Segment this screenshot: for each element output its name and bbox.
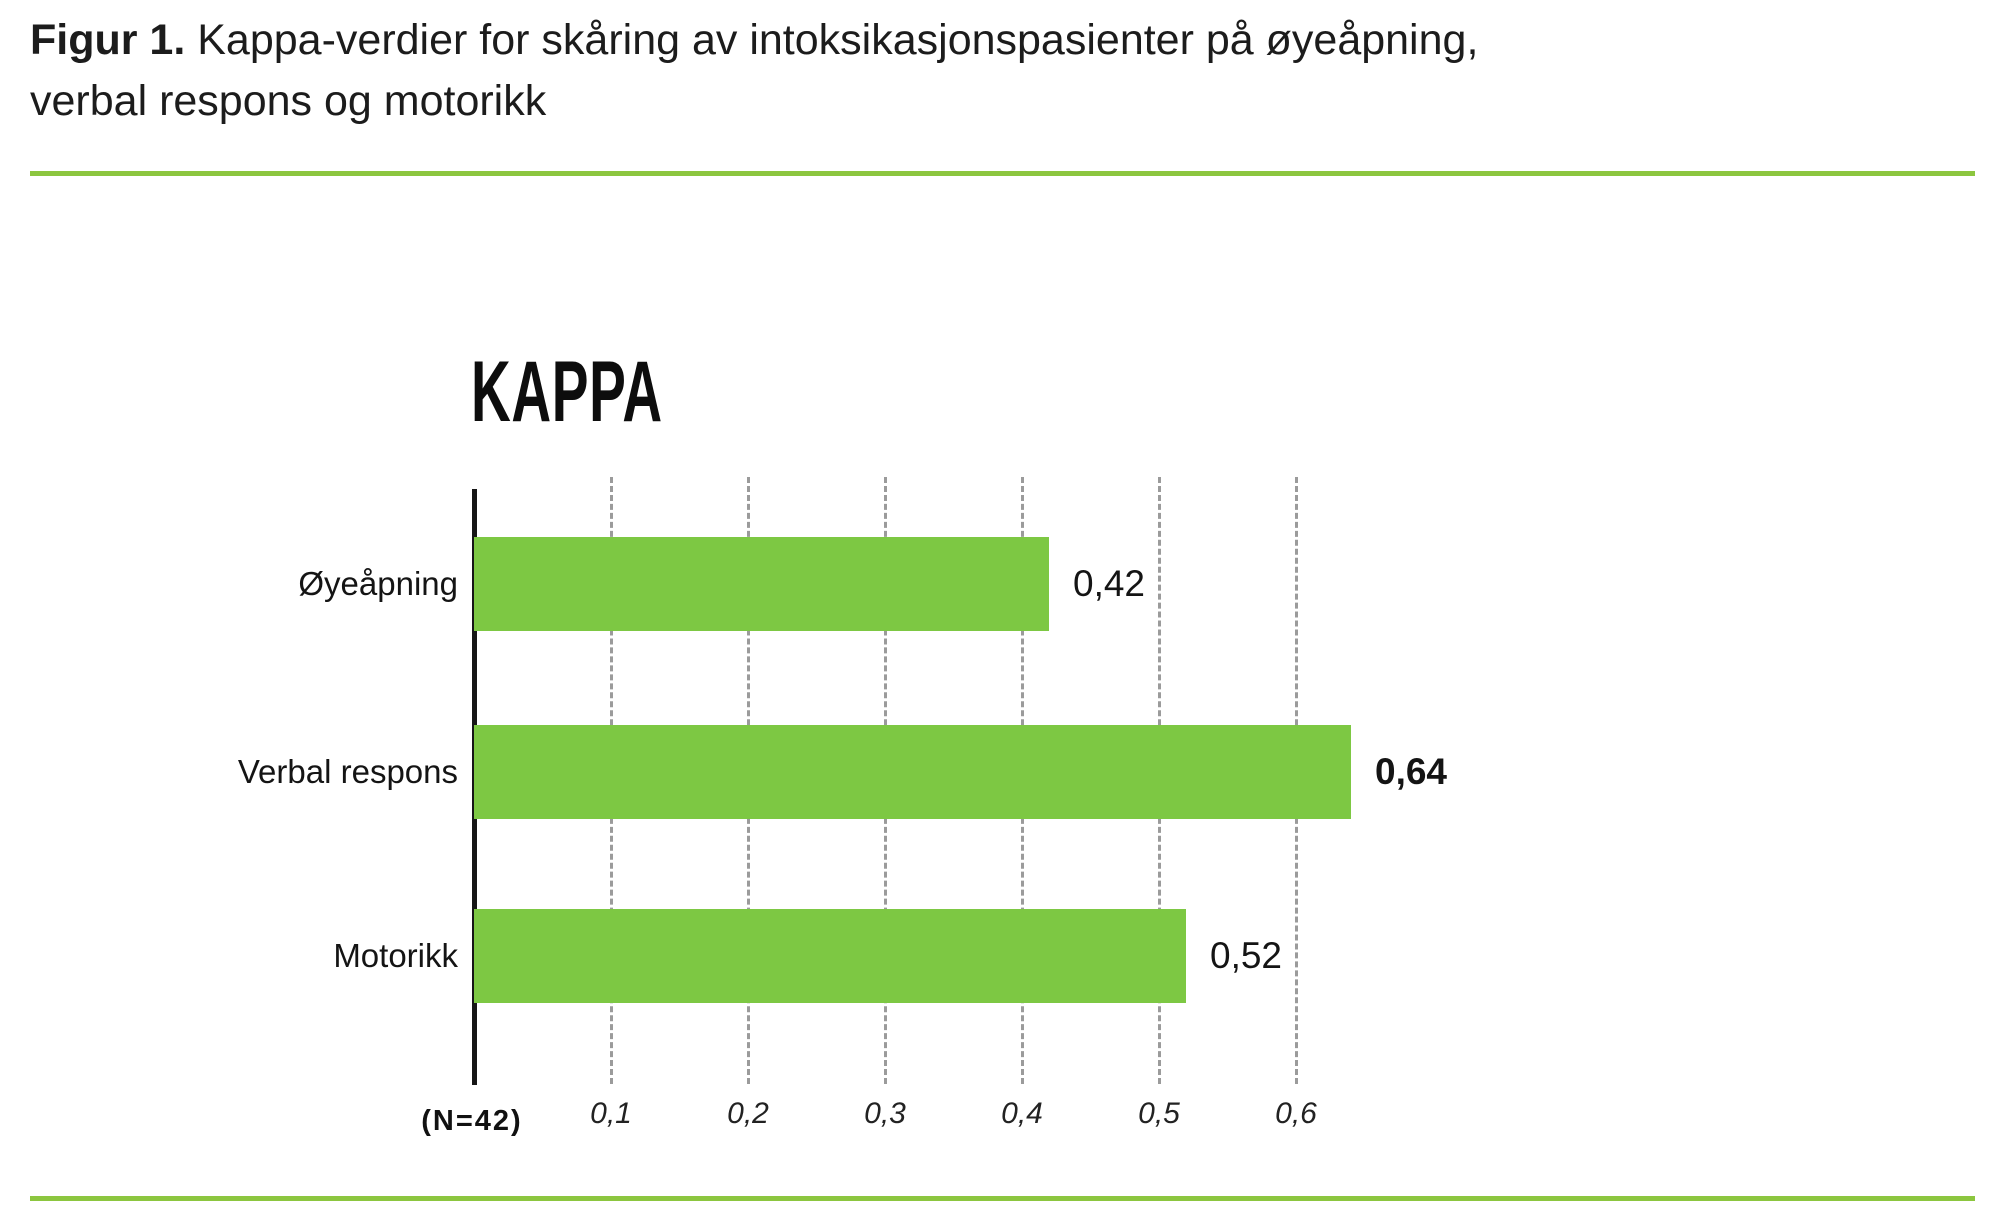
figure-label: Figur 1. — [30, 16, 186, 64]
category-label-oyeapning: Øyeåpning — [298, 565, 458, 602]
bar-motorikk — [474, 909, 1186, 1003]
value-label-oyeapning: 0,42 — [1073, 563, 1146, 604]
category-label-verbal-respons: Verbal respons — [237, 753, 458, 790]
figure-caption-line1: Figur 1. Kappa-verdier for skåring av in… — [30, 10, 1830, 71]
bar-verbal-respons — [474, 725, 1351, 819]
category-label-motorikk: Motorikk — [333, 937, 458, 974]
value-label-verbal-respons: 0,64 — [1375, 751, 1448, 792]
top-divider-rule — [30, 171, 1975, 176]
figure-caption: Figur 1. Kappa-verdier for skåring av in… — [30, 10, 1830, 132]
bottom-divider-rule — [30, 1196, 1975, 1201]
x-tick-0-2: 0,2 — [727, 1097, 769, 1130]
x-tick-0-3: 0,3 — [864, 1097, 906, 1130]
sample-size-note: (N=42) — [421, 1105, 523, 1137]
x-tick-0-4: 0,4 — [1001, 1097, 1043, 1130]
x-tick-0-5: 0,5 — [1138, 1097, 1180, 1130]
value-label-motorikk: 0,52 — [1210, 935, 1283, 976]
figure-caption-text1: Kappa-verdier for skåring av intoksikasj… — [197, 16, 1479, 64]
bar-oyeapning — [474, 537, 1049, 631]
x-tick-0-1: 0,1 — [590, 1097, 632, 1130]
figure-caption-line2: verbal respons og motorikk — [30, 77, 547, 125]
chart-title: KAPPA — [471, 344, 663, 440]
x-tick-0-6: 0,6 — [1275, 1097, 1317, 1130]
